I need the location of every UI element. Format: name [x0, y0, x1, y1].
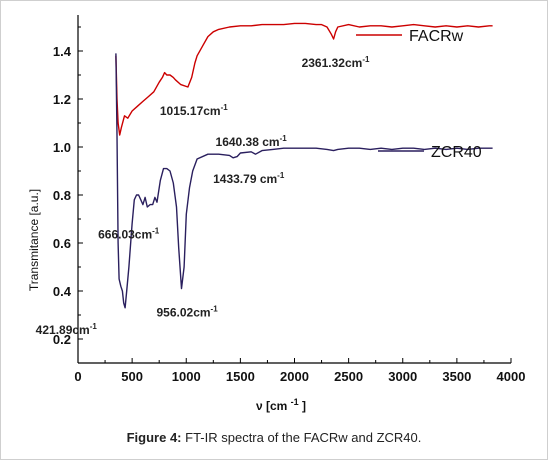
y-tick-label: 0.6: [53, 236, 71, 251]
annotation-sup: -1: [280, 134, 288, 143]
annotation-sup: -1: [277, 171, 285, 180]
x-tick-label: 2500: [334, 369, 363, 384]
x-axis-label-close: ]: [302, 399, 306, 413]
x-tick-label: 4000: [497, 369, 526, 384]
annotation-text: 1433.79 cm: [213, 172, 277, 186]
y-tick-label: 1.0: [53, 140, 71, 155]
annotation-text: 956.02cm: [156, 306, 210, 320]
annotation-sup: -1: [152, 227, 160, 236]
annotation-label: 1015.17cm-1: [160, 103, 228, 118]
annotation-text: 421.89cm: [36, 323, 90, 337]
legend-group: FACRw ZCR40: [356, 28, 482, 161]
y-tick-label: 1.4: [53, 44, 72, 59]
x-tick-label: 500: [121, 369, 143, 384]
annotation-sup: -1: [221, 103, 229, 112]
y-axis-label: Transmitance [a.u.]: [27, 189, 41, 291]
x-tick-label: 2000: [280, 369, 309, 384]
figure-caption: Figure 4: FT-IR spectra of the FACRw and…: [0, 430, 548, 445]
annotation-text: 666.03cm: [98, 228, 152, 242]
x-tick-label: 0: [74, 369, 81, 384]
x-axis-label: ν [cm -1 ]: [256, 394, 306, 413]
annotation-text: 1015.17cm: [160, 104, 221, 118]
axes-group: 0 500 1000 1500 2000 2500 3000 3500 4000 0.2 0.4 0.…: [53, 15, 526, 384]
series-group: [115, 22, 493, 309]
annotation-label: 1640.38 cm-1: [216, 134, 288, 149]
y-tick-label: 0.2: [53, 332, 71, 347]
annotation-text: 1640.38 cm: [216, 135, 280, 149]
annotation-label: 956.02cm-1: [156, 305, 218, 320]
caption-text: FT-IR spectra of the FACRw and ZCR40.: [181, 430, 422, 445]
x-tick-label: 1500: [226, 369, 255, 384]
legend-label-zcr40: ZCR40: [431, 144, 482, 161]
x-axis-label-symbol: ν: [256, 399, 263, 413]
y-tick-label: 0.4: [53, 284, 72, 299]
series-line-facrw: [115, 22, 493, 136]
annotation-text: 2361.32cm: [302, 56, 363, 70]
x-tick-label: 3000: [388, 369, 417, 384]
x-tick-label: 1000: [172, 369, 201, 384]
x-axis-label-sup: -1: [291, 397, 299, 407]
series-line-zcr40: [115, 53, 493, 309]
y-tick-label: 1.2: [53, 92, 71, 107]
annotation-label: 421.89cm-1: [36, 322, 98, 337]
annotation-label: 666.03cm-1: [98, 227, 160, 242]
annotation-sup: -1: [362, 55, 370, 64]
annotation-sup: -1: [90, 322, 98, 331]
annotation-label: 2361.32cm-1: [302, 55, 370, 70]
x-tick-label: 3500: [442, 369, 471, 384]
annotation-sup: -1: [211, 305, 219, 314]
y-tick-label: 0.8: [53, 188, 71, 203]
ftir-chart: 0 500 1000 1500 2000 2500 3000 3500 4000 0.2 0.4 0.…: [27, 15, 526, 413]
x-axis-label-unit: [cm: [266, 399, 287, 413]
annotation-label: 1433.79 cm-1: [213, 171, 285, 186]
caption-label: Figure 4:: [126, 430, 182, 445]
legend-label-facrw: FACRw: [409, 28, 464, 45]
